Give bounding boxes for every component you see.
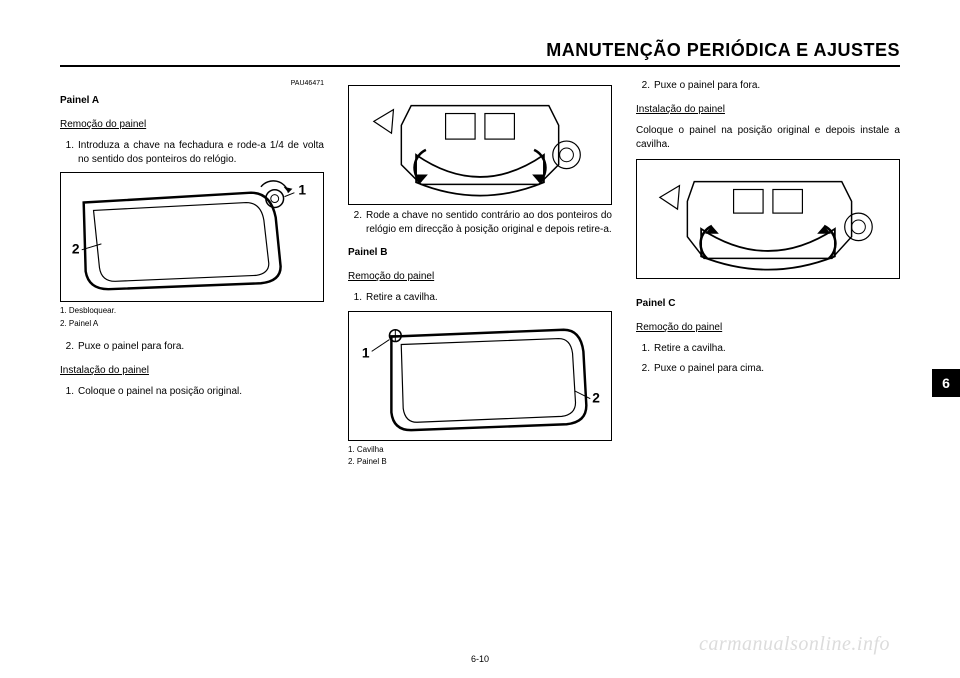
chapter-tab: 6 xyxy=(932,369,960,397)
install-heading: Instalação do painel xyxy=(60,364,324,378)
panel-a-removal: Remoção do painel 1. Introduza a chave n… xyxy=(60,118,324,167)
figure-caption: 2. Painel A xyxy=(60,319,324,330)
page-title: MANUTENÇÃO PERIÓDICA E AJUSTES xyxy=(60,40,900,61)
figure-panel-a: 1 2 xyxy=(60,172,324,302)
list-item: 2. Puxe o painel para cima. xyxy=(636,362,900,376)
column-1: PAU46471 Painel A Remoção do painel 1. I… xyxy=(60,79,324,619)
callout-1: 1 xyxy=(298,183,306,198)
figure-engine-install xyxy=(636,159,900,279)
list-item: 1. Retire a cavilha. xyxy=(348,291,612,305)
list-item: 1. Retire a cavilha. xyxy=(636,342,900,356)
list-number: 1. xyxy=(60,385,78,399)
panel-b-removal: Remoção do painel 1. Retire a cavilha. xyxy=(348,270,612,305)
list-number: 1. xyxy=(348,291,366,305)
panel-b-heading: Painel B xyxy=(348,246,612,260)
panel-a-heading: Painel A xyxy=(60,94,324,108)
panel-b-install: Instalação do painel Coloque o painel na… xyxy=(636,103,900,152)
figure-caption: 1. Cavilha xyxy=(348,445,612,456)
list-item: 1. Coloque o painel na posição original. xyxy=(60,385,324,399)
list-text: Introduza a chave na fechadura e rode-a … xyxy=(78,139,324,166)
list-item: 2. Rode a chave no sentido contrário ao … xyxy=(348,209,612,236)
removal-heading: Remoção do painel xyxy=(348,270,612,284)
list-item: 2. Puxe o painel para fora. xyxy=(636,79,900,93)
figure-caption: 1. Desbloquear. xyxy=(60,306,324,317)
list-text: Retire a cavilha. xyxy=(654,342,900,356)
watermark: carmanualsonline.info xyxy=(699,633,890,656)
list-text: Coloque o painel na posição original. xyxy=(78,385,324,399)
list-number: 2. xyxy=(60,340,78,354)
install-text: Coloque o painel na posição original e d… xyxy=(636,124,900,151)
list-number: 1. xyxy=(60,139,78,166)
list-item: 1. Introduza a chave na fechadura e rode… xyxy=(60,139,324,166)
column-2: 2. Rode a chave no sentido contrário ao … xyxy=(348,79,612,619)
figure-engine-top xyxy=(348,85,612,205)
svg-text:2: 2 xyxy=(592,390,600,405)
panel-c-heading: Painel C xyxy=(636,297,900,311)
install-heading: Instalação do painel xyxy=(636,103,900,117)
removal-heading: Remoção do painel xyxy=(60,118,324,132)
callout-2: 2 xyxy=(72,242,80,257)
list-text: Puxe o painel para cima. xyxy=(654,362,900,376)
list-item: 2. Puxe o painel para fora. xyxy=(60,340,324,354)
removal-heading: Remoção do painel xyxy=(636,321,900,335)
panel-c-removal: Remoção do painel 1. Retire a cavilha. 2… xyxy=(636,321,900,376)
header-rule: MANUTENÇÃO PERIÓDICA E AJUSTES xyxy=(60,40,900,67)
svg-text:1: 1 xyxy=(362,345,370,360)
figure-code: PAU46471 xyxy=(60,79,324,88)
list-number: 1. xyxy=(636,342,654,356)
list-number: 2. xyxy=(636,79,654,93)
list-text: Retire a cavilha. xyxy=(366,291,612,305)
figure-panel-b: 1 2 xyxy=(348,311,612,441)
panel-a-install: Instalação do painel 1. Coloque o painel… xyxy=(60,364,324,399)
page-number: 6-10 xyxy=(0,654,960,664)
list-text: Puxe o painel para fora. xyxy=(78,340,324,354)
list-number: 2. xyxy=(636,362,654,376)
list-text: Rode a chave no sentido contrário ao dos… xyxy=(366,209,612,236)
list-text: Puxe o painel para fora. xyxy=(654,79,900,93)
content-columns: PAU46471 Painel A Remoção do painel 1. I… xyxy=(60,79,900,619)
figure-caption: 2. Painel B xyxy=(348,457,612,468)
manual-page: MANUTENÇÃO PERIÓDICA E AJUSTES PAU46471 … xyxy=(0,0,960,678)
list-number: 2. xyxy=(348,209,366,236)
column-3: 2. Puxe o painel para fora. Instalação d… xyxy=(636,79,900,619)
